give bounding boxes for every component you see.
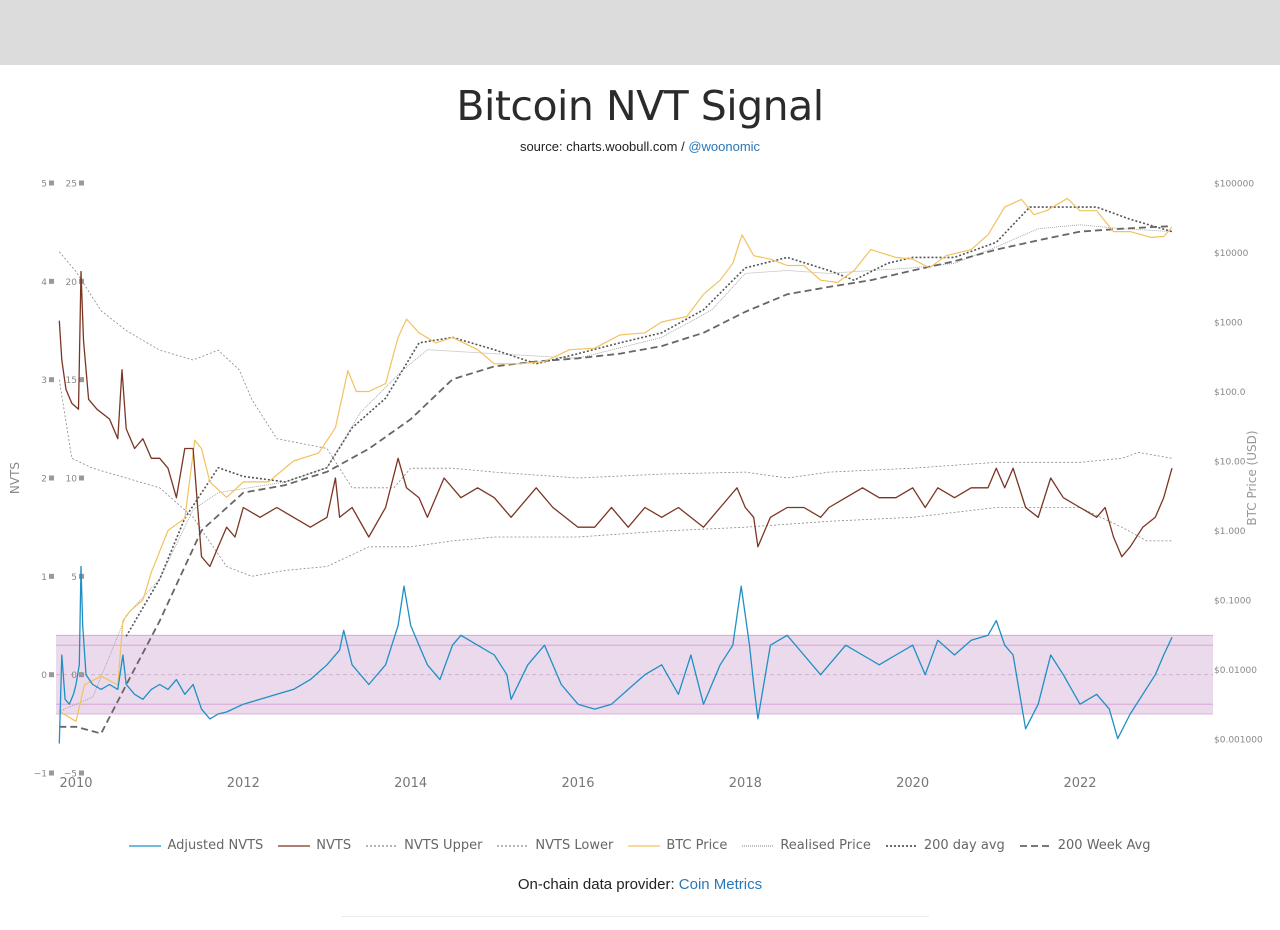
left-tick-marker (79, 672, 84, 678)
legend-item-200-day-avg[interactable]: 200 day avg (885, 838, 1005, 853)
right-tick-label: $100.0 (1214, 388, 1246, 398)
legend-label: BTC Price (666, 838, 728, 853)
legend-label: 200 day avg (923, 838, 1005, 853)
x-tick-label: 2014 (394, 776, 427, 791)
left-tick-marker (49, 278, 54, 284)
x-tick-label: 2020 (896, 776, 929, 791)
legend-swatch (885, 844, 918, 847)
left-tick-adjusted: 1 (41, 573, 47, 583)
legend-item-nvts[interactable]: NVTS (278, 838, 351, 853)
legend-item-200-week-avg[interactable]: 200 Week Avg (1019, 838, 1151, 853)
right-tick-label: $0.001000 (1214, 736, 1263, 746)
legend-swatch (497, 844, 530, 847)
legend-swatch (742, 844, 775, 847)
series-nvts-upper (58, 251, 1173, 489)
legend-swatch (1019, 844, 1052, 847)
left-tick-nvts: 0 (71, 671, 77, 681)
left-tick-marker (79, 475, 84, 481)
legend-item-nvts-upper[interactable]: NVTS Upper (366, 838, 482, 853)
left-tick-marker (49, 475, 54, 481)
legend-item-btc-price[interactable]: BTC Price (628, 838, 727, 853)
woonomic-link[interactable]: @woonomic (688, 139, 761, 154)
left-tick-nvts: 15 (66, 376, 77, 386)
right-axis-label: BTC Price (USD) (1245, 430, 1259, 525)
legend-item-nvts-lower[interactable]: NVTS Lower (497, 838, 613, 853)
chart-title: Bitcoin NVT Signal (456, 82, 824, 130)
chart-legend: Adjusted NVTS NVTS NVTS Upper NVTS Lower BTC… (0, 838, 1280, 853)
right-tick-label: $100000 (1214, 180, 1254, 190)
left-tick-adjusted: −1 (34, 770, 47, 780)
left-tick-adjusted: 5 (41, 180, 47, 190)
left-tick-nvts: −5 (64, 770, 77, 780)
left-tick-marker (49, 770, 54, 776)
series-200-week-avg (59, 225, 1173, 735)
coin-metrics-link[interactable]: Coin Metrics (678, 876, 763, 893)
source-line: source: charts.woobull.com / @woonomic (0, 139, 1280, 154)
legend-label: NVTS (316, 838, 352, 853)
left-tick-adjusted: 0 (41, 671, 47, 681)
left-tick-marker (49, 672, 54, 678)
legend-label: NVTS Upper (404, 838, 483, 853)
left-tick-adjusted: 2 (41, 475, 47, 485)
legend-label: Adjusted NVTS (167, 838, 264, 853)
footer-divider (341, 916, 929, 917)
series-200-day-avg (125, 206, 1173, 637)
top-bar (0, 0, 1280, 65)
legend-item-adjusted-nvts[interactable]: Adjusted NVTS (129, 838, 263, 853)
right-tick-label: $1.000 (1214, 527, 1246, 537)
source-text: source: charts.woobull.com / (519, 139, 689, 154)
left-tick-adjusted: 3 (41, 376, 47, 386)
left-tick-marker (49, 573, 54, 579)
legend-swatch (366, 844, 399, 847)
series-nvts-lower (58, 379, 1172, 577)
x-tick-label: 2010 (59, 776, 92, 791)
left-tick-marker (49, 377, 54, 383)
left-tick-marker (49, 180, 54, 186)
x-tick-label: 2022 (1063, 776, 1096, 791)
series-btc-price (58, 197, 1173, 722)
legend-swatch (628, 844, 661, 847)
left-tick-nvts: 10 (66, 475, 78, 485)
provider-line: On-chain data provider: Coin Metrics (0, 876, 1280, 893)
left-tick-nvts: 20 (66, 278, 78, 288)
legend-swatch (129, 844, 162, 847)
provider-text: On-chain data provider: (517, 876, 679, 893)
right-tick-label: $0.01000 (1214, 666, 1257, 676)
left-tick-nvts: 25 (66, 180, 77, 190)
legend-label: NVTS Lower (535, 838, 614, 853)
x-tick-label: 2018 (729, 776, 762, 791)
x-tick-label: 2012 (227, 776, 260, 791)
left-axis-label: NVTS (8, 462, 22, 494)
series-nvts (58, 270, 1173, 568)
legend-item-realised-price[interactable]: Realised Price (742, 838, 871, 853)
series-adjusted-nvts (58, 565, 1173, 744)
right-tick-label: $0.1000 (1214, 597, 1251, 607)
legend-label: Realised Price (780, 838, 871, 853)
left-tick-adjusted: 4 (41, 278, 47, 288)
left-tick-marker (79, 377, 84, 383)
left-tick-marker (79, 180, 84, 186)
x-tick-label: 2016 (561, 776, 594, 791)
left-tick-nvts: 5 (71, 573, 77, 583)
right-tick-label: $10000 (1214, 249, 1249, 259)
right-tick-label: $1000 (1214, 319, 1243, 329)
legend-swatch (278, 844, 311, 847)
legend-label: 200 Week Avg (1057, 838, 1151, 853)
left-tick-marker (79, 770, 84, 776)
nvt-chart: 543210−12520151050−5NVTS$100000$10000$10… (8, 180, 1263, 792)
right-tick-label: $10.00 (1214, 458, 1246, 468)
